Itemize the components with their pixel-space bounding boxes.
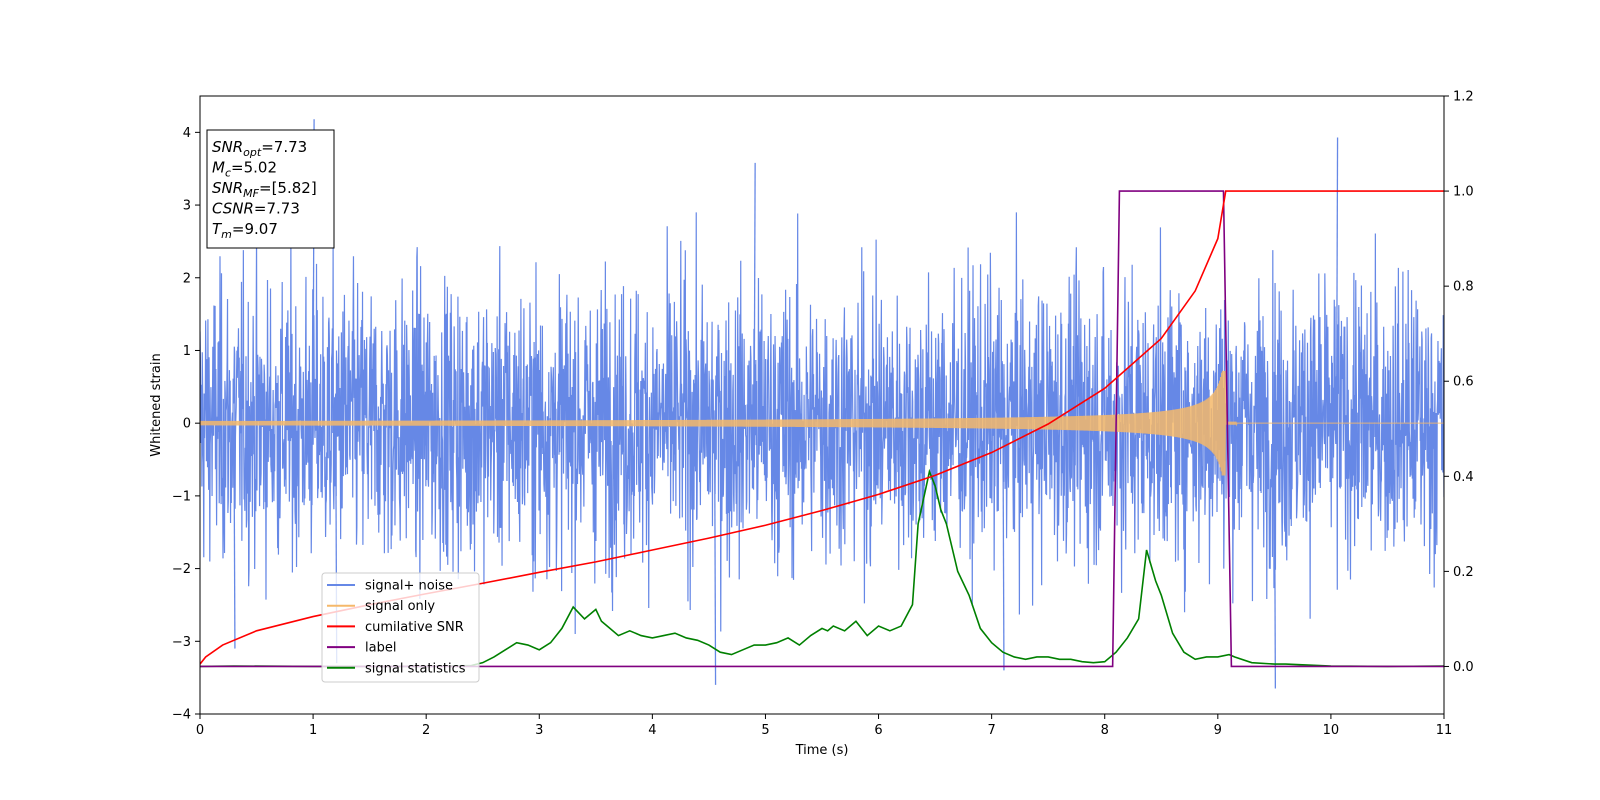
signal-noise-line	[200, 212, 1444, 635]
legend: signal+ noise signal only cumilative SNR la…	[321, 572, 480, 683]
y-tick-label: −2	[172, 562, 191, 577]
annotation-text: SNRMF=[5.82]	[212, 179, 317, 200]
signal-noise-series	[200, 119, 1444, 689]
x-tick-label: 6	[874, 723, 882, 738]
legend-entry: signal only	[365, 599, 435, 614]
annotation-text: Mc=5.02	[212, 159, 277, 180]
signal-only-line	[200, 370, 1444, 476]
axes: 0 1 2 3 4 5 6 7 8 9 10 11 −4 −3 −2 −1 0 1 2 3 4 0.0 0.2 0.4 0.6 0…	[172, 90, 1474, 739]
y2-tick-label: 0.6	[1453, 375, 1474, 390]
legend-entry: signal+ noise	[365, 579, 453, 594]
noise-spike	[1273, 423, 1277, 689]
x-tick-label: 9	[1214, 723, 1222, 738]
y2-tick-label: 0.8	[1453, 280, 1474, 295]
y-tick-label: −1	[172, 489, 191, 504]
x-tick-label: 11	[1436, 723, 1453, 738]
y2-tick-label: 1.2	[1453, 90, 1474, 105]
y-tick-label: 1	[183, 344, 191, 359]
y2-tick-label: 1.0	[1453, 185, 1474, 200]
y2-tick-label: 0.4	[1453, 470, 1474, 485]
plot-frame	[199, 95, 1445, 715]
noise-spike	[233, 423, 236, 649]
y-tick-label: −4	[172, 708, 191, 723]
y-tick-label: 2	[183, 271, 191, 286]
noise-spike	[1002, 423, 1005, 671]
legend-frame	[321, 572, 480, 683]
annotation-text: SNRopt=7.73	[212, 138, 307, 159]
right-axis-series	[200, 190, 1444, 668]
y-tick-label: −3	[172, 635, 191, 650]
x-axis-label: Time (s)	[795, 743, 849, 758]
y2-tick-label: 0.0	[1453, 660, 1474, 675]
legend-entry: signal statistics	[365, 661, 466, 676]
annotation-text: CSNR=7.73	[212, 200, 300, 218]
y-axis-label: Whitened strain	[149, 353, 164, 456]
y-tick-label: 0	[183, 417, 191, 432]
label-line	[200, 190, 1444, 668]
noise-spike	[1335, 137, 1339, 424]
annotation-box-frame	[206, 129, 335, 249]
x-tick-label: 7	[987, 723, 995, 738]
legend-entry: label	[365, 641, 396, 656]
y-tick-label: 4	[183, 126, 191, 141]
annotation-text: Tm=9.07	[212, 220, 278, 241]
x-tick-label: 10	[1323, 723, 1340, 738]
x-tick-label: 8	[1101, 723, 1109, 738]
noise-spike	[713, 423, 717, 685]
x-tick-label: 1	[309, 723, 317, 738]
y2-tick-label: 0.2	[1453, 565, 1474, 580]
x-tick-label: 4	[648, 723, 656, 738]
y-tick-label: 3	[183, 199, 191, 214]
signal-statistics-line	[200, 468, 1444, 668]
x-tick-label: 3	[535, 723, 543, 738]
noise-spike	[753, 162, 756, 424]
x-tick-label: 5	[761, 723, 769, 738]
x-tick-label: 2	[422, 723, 430, 738]
signal-only-series	[200, 370, 1444, 476]
cumulative-snr-line	[200, 190, 1444, 665]
legend-entry: cumilative SNR	[365, 620, 464, 635]
x-tick-label: 0	[196, 723, 204, 738]
